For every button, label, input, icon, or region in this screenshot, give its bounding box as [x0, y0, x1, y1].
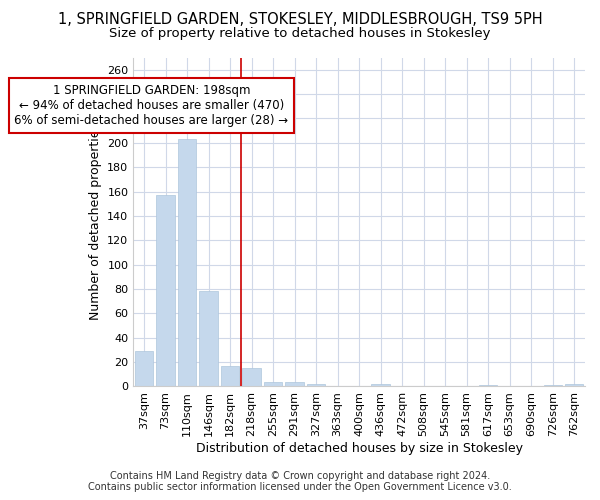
Bar [286, 382, 304, 386]
Text: Size of property relative to detached houses in Stokesley: Size of property relative to detached ho… [109, 28, 491, 40]
Bar [264, 382, 282, 386]
Bar [157, 195, 175, 386]
Text: Contains HM Land Registry data © Crown copyright and database right 2024.
Contai: Contains HM Land Registry data © Crown c… [88, 471, 512, 492]
Bar [199, 292, 218, 386]
Bar [479, 385, 497, 386]
X-axis label: Distribution of detached houses by size in Stokesley: Distribution of detached houses by size … [196, 442, 523, 455]
Text: 1, SPRINGFIELD GARDEN, STOKESLEY, MIDDLESBROUGH, TS9 5PH: 1, SPRINGFIELD GARDEN, STOKESLEY, MIDDLE… [58, 12, 542, 28]
Y-axis label: Number of detached properties: Number of detached properties [89, 124, 101, 320]
Bar [307, 384, 325, 386]
Bar [544, 385, 562, 386]
Bar [371, 384, 390, 386]
Bar [242, 368, 261, 386]
Bar [565, 384, 583, 386]
Bar [221, 366, 239, 386]
Bar [135, 351, 153, 386]
Text: 1 SPRINGFIELD GARDEN: 198sqm
← 94% of detached houses are smaller (470)
6% of se: 1 SPRINGFIELD GARDEN: 198sqm ← 94% of de… [14, 84, 289, 128]
Bar [178, 139, 196, 386]
